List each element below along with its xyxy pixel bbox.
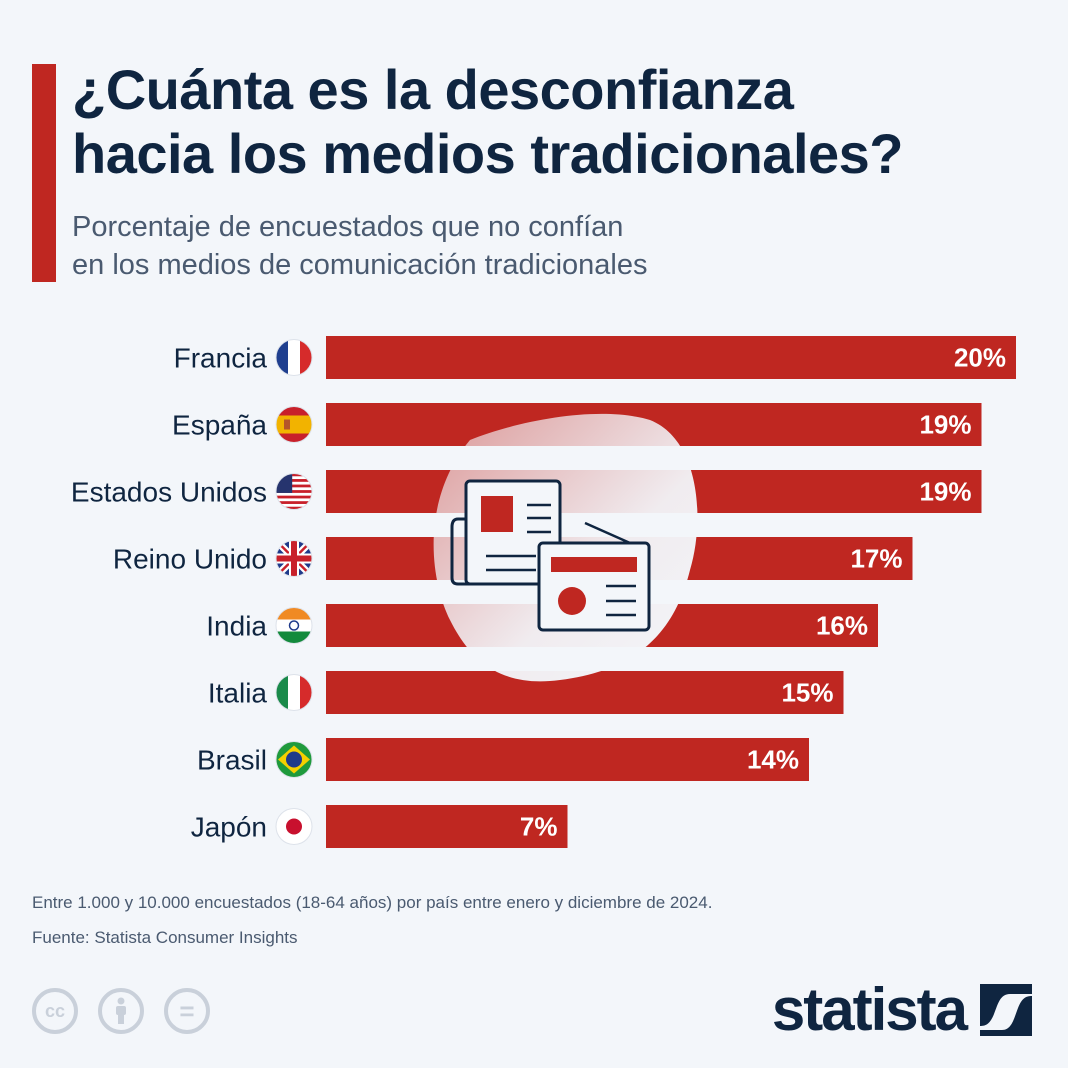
stripe — [276, 473, 312, 477]
stripe — [276, 506, 312, 510]
paper-back-photo — [481, 496, 513, 532]
flag-part — [288, 339, 300, 376]
chart-title: ¿Cuánta es la desconfianza hacia los med… — [72, 58, 1052, 186]
flag-part — [276, 674, 288, 711]
attribution-icon — [98, 988, 144, 1034]
stripe — [276, 484, 312, 488]
stripe — [276, 501, 312, 504]
category-label-japan: Japón — [191, 812, 267, 843]
value-label-brazil: 14% — [747, 745, 799, 775]
newspaper-illustration — [433, 413, 698, 682]
value-label-spain: 19% — [919, 410, 971, 440]
value-label-france: 20% — [954, 343, 1006, 373]
footnote: Entre 1.000 y 10.000 encuestados (18-64 … — [32, 893, 713, 912]
bar-italy — [326, 671, 844, 714]
value-label-japan: 7% — [520, 812, 558, 842]
value-label-uk: 17% — [850, 544, 902, 574]
france-flag-icon — [276, 339, 312, 376]
flag-part — [300, 674, 312, 711]
flag-part — [300, 339, 312, 376]
flag-border — [275, 741, 313, 778]
flag-part — [276, 415, 312, 434]
bar-chart: 20% 19% 19% 17% 16% 15% 14% 7% Francia España Esta… — [71, 336, 1016, 848]
flag-part — [276, 607, 312, 620]
category-label-india: India — [206, 611, 267, 642]
value-label-italy: 15% — [781, 678, 833, 708]
category-label-france: Francia — [174, 343, 268, 374]
no-derivatives-icon: = — [164, 988, 210, 1034]
paper-connector — [584, 521, 631, 545]
cc-icon: cc — [32, 988, 78, 1034]
nd-icon-label: = — [179, 995, 195, 1026]
bar-brazil — [326, 738, 809, 781]
flag-part — [276, 339, 288, 376]
flag-part — [276, 555, 312, 562]
stripe — [276, 495, 312, 499]
title-line-1: ¿Cuánta es la desconfianza — [72, 58, 794, 121]
flag-part — [286, 751, 302, 768]
statista-logo-icon — [980, 984, 1032, 1036]
flag-border — [275, 540, 313, 577]
usa-flag-icon — [276, 473, 312, 510]
flag-part — [286, 818, 302, 835]
brand-wordmark: statista — [771, 976, 968, 1043]
person-glyph — [116, 997, 126, 1024]
value-label-usa: 19% — [919, 477, 971, 507]
category-label-uk: Reino Unido — [113, 544, 267, 575]
uk-flag-icon — [276, 540, 312, 577]
spain-flag-icon — [276, 406, 312, 443]
paper-back-fold — [450, 517, 540, 586]
flag-border — [275, 473, 313, 510]
flag-border — [275, 607, 313, 644]
value-label-india: 16% — [816, 611, 868, 641]
flag-part — [288, 674, 300, 711]
flag-border — [275, 674, 313, 711]
stripe — [276, 479, 312, 482]
india-flag-icon — [276, 607, 312, 644]
flag-part — [276, 619, 312, 632]
flag-border — [275, 808, 313, 845]
statista-logo: statista — [772, 980, 1032, 1040]
category-label-brazil: Brasil — [197, 745, 267, 776]
flag-part — [276, 631, 312, 644]
cc-icon-label: cc — [44, 1000, 66, 1021]
stripe — [276, 490, 312, 493]
flag-border — [275, 339, 313, 376]
bar-japan — [326, 805, 568, 848]
title-accent-bar — [32, 64, 56, 282]
subtitle-line-2: en los medios de comunicación tradiciona… — [72, 249, 648, 281]
ashoka-chakra — [288, 620, 300, 631]
brazil-flag-icon — [276, 741, 312, 778]
category-label-usa: Estados Unidos — [71, 477, 267, 508]
coat-of-arms — [284, 419, 290, 430]
category-label-spain: España — [172, 410, 267, 441]
flag-border — [275, 406, 313, 443]
chart-subtitle: Porcentaje de encuestados que no confían… — [72, 208, 972, 284]
paper-front-photo — [558, 587, 586, 615]
italy-flag-icon — [276, 674, 312, 711]
japan-flag-icon — [276, 808, 312, 845]
category-label-italy: Italia — [208, 678, 268, 709]
source-note: Fuente: Statista Consumer Insights — [32, 928, 298, 947]
paper-front-headline — [551, 557, 637, 572]
title-line-2: hacia los medios tradicionales? — [72, 122, 904, 185]
subtitle-line-1: Porcentaje de encuestados que no confían — [72, 211, 624, 243]
bar-france — [326, 336, 1016, 379]
